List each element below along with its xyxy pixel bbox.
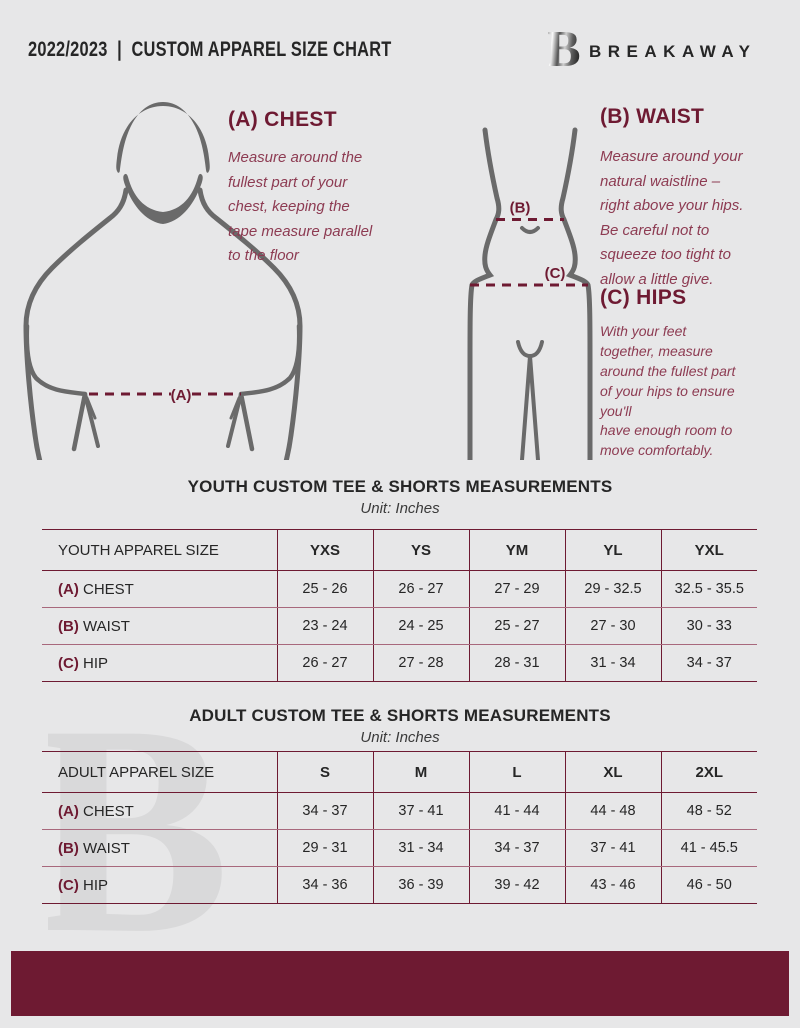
svg-text:B: B: [548, 26, 581, 76]
svg-text:(B): (B): [510, 200, 531, 217]
svg-text:(A): (A): [171, 387, 192, 404]
svg-text:(C): (C): [545, 265, 566, 282]
